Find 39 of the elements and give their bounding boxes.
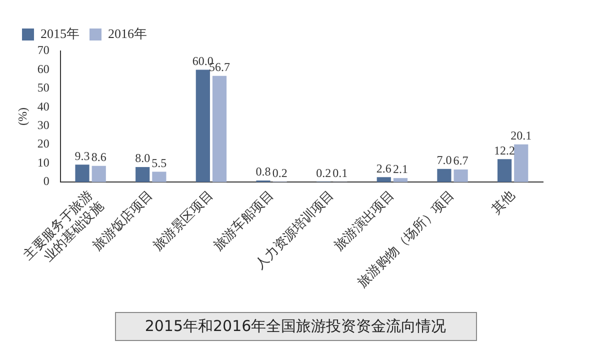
bar xyxy=(196,70,210,182)
data-label: 9.3 xyxy=(74,148,90,163)
data-label: 8.6 xyxy=(91,150,106,164)
legend-label: 2015年 xyxy=(40,26,80,41)
bar xyxy=(92,166,106,182)
bar xyxy=(136,167,150,182)
data-label: 0.1 xyxy=(332,166,348,180)
y-tick-label: 10 xyxy=(37,155,50,170)
bar xyxy=(212,76,227,182)
y-tick-label: 50 xyxy=(37,80,50,95)
bar xyxy=(454,169,468,182)
bar xyxy=(437,168,452,182)
data-label: 2.1 xyxy=(392,162,408,176)
y-tick-label: 30 xyxy=(37,118,50,132)
bar xyxy=(497,159,512,182)
bar xyxy=(152,172,166,182)
y-tick-label: 20 xyxy=(37,136,50,151)
data-label: 20.1 xyxy=(510,128,532,143)
data-label: 0.2 xyxy=(316,166,332,180)
data-label: 0.2 xyxy=(272,166,288,180)
y-tick-label: 0 xyxy=(43,174,50,188)
data-label: 8.0 xyxy=(135,151,150,166)
data-label: 7.0 xyxy=(436,153,452,168)
y-axis-title: (%) xyxy=(15,108,30,126)
legend-label: 2016年 xyxy=(108,26,147,41)
data-label: 0.8 xyxy=(256,164,271,179)
data-label: 12.2 xyxy=(494,143,516,158)
bar xyxy=(514,144,528,182)
x-tick-label: 其他 xyxy=(488,187,518,216)
y-tick-label: 60 xyxy=(37,62,50,76)
bar xyxy=(393,178,408,182)
data-label: 6.7 xyxy=(453,154,468,168)
y-tick-label: 40 xyxy=(37,99,50,114)
bar xyxy=(376,177,391,182)
data-label: 5.5 xyxy=(152,156,167,170)
bar xyxy=(75,164,90,182)
y-tick-label: 70 xyxy=(37,43,50,58)
data-label: 2.6 xyxy=(376,161,392,176)
text: 2015年和2016年全国旅游投资资金流向情况 xyxy=(114,312,476,341)
